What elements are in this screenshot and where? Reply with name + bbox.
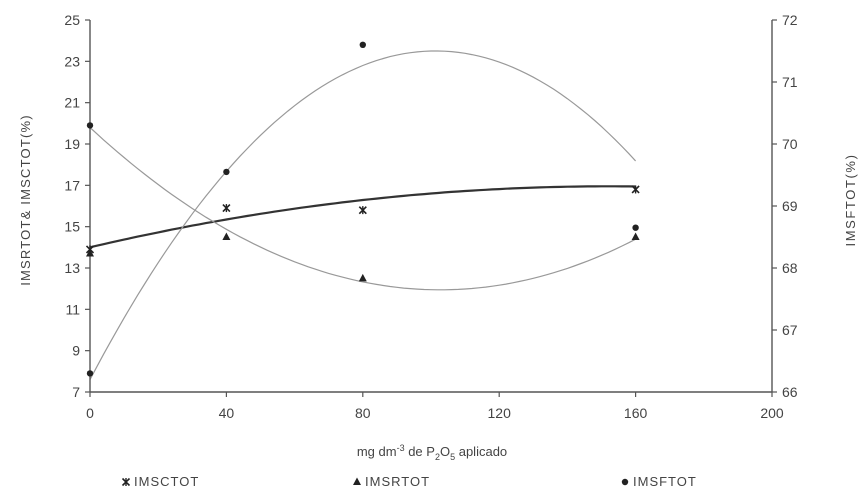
data-point-imsctot bbox=[222, 204, 231, 213]
y-left-tick-label: 15 bbox=[64, 219, 80, 235]
y-right-tick-label: 71 bbox=[782, 74, 798, 90]
y-left-tick-label: 13 bbox=[64, 260, 80, 276]
data-point-imsrtot bbox=[631, 232, 640, 240]
legend-item-imsrtot: IMSRTOT bbox=[353, 474, 430, 489]
y-left-tick-label: 21 bbox=[64, 95, 80, 111]
y-left-tick-label: 7 bbox=[72, 384, 80, 400]
data-point-imsftot bbox=[86, 122, 94, 129]
x-tick-label: 40 bbox=[219, 405, 235, 421]
legend-marker-triangle bbox=[353, 477, 361, 485]
data-point-imsctot bbox=[358, 206, 367, 215]
data-point-imsctot bbox=[631, 185, 640, 194]
x-tick-label: 0 bbox=[86, 405, 94, 421]
data-point-imsrtot bbox=[222, 232, 231, 240]
y-left-tick-label: 11 bbox=[65, 301, 80, 317]
legend-item-imsftot: IMSFTOT bbox=[621, 474, 697, 489]
legend: IMSCTOT IMSRTOT IMSFTOT bbox=[121, 474, 697, 489]
y-right-tick-label: 67 bbox=[782, 322, 798, 338]
data-point-imsrtot bbox=[358, 273, 367, 282]
legend-marker-dot bbox=[621, 478, 629, 486]
legend-label: IMSCTOT bbox=[134, 474, 199, 489]
y-right-tick-label: 69 bbox=[782, 198, 798, 214]
y-axis-left-title: IMSRTOT& IMSCTOT(%) bbox=[18, 114, 33, 286]
data-point-imsftot bbox=[359, 41, 366, 48]
tick-marks bbox=[85, 19, 777, 397]
y-right-tick-label: 68 bbox=[782, 260, 798, 276]
y-left-tick-label: 17 bbox=[64, 177, 80, 193]
legend-label: IMSRTOT bbox=[365, 474, 430, 489]
fit-lines bbox=[89, 50, 637, 380]
x-tick-label: 80 bbox=[355, 405, 371, 421]
y-left-tick-label: 19 bbox=[64, 136, 80, 152]
data-points bbox=[85, 41, 640, 377]
data-point-imsftot bbox=[632, 224, 639, 231]
data-point-imsrtot bbox=[86, 249, 94, 257]
y-left-tick-label: 25 bbox=[64, 12, 80, 28]
fit-line-imsrtot bbox=[89, 127, 636, 291]
y-left-tick-label: 9 bbox=[72, 343, 80, 359]
data-point-imsftot bbox=[223, 168, 230, 176]
legend-item-imsctot: IMSCTOT bbox=[121, 474, 199, 489]
data-point-imsftot bbox=[86, 370, 94, 377]
legend-marker-x-star bbox=[121, 477, 131, 487]
x-tick-label: 160 bbox=[624, 405, 648, 421]
y-right-tick-label: 70 bbox=[782, 136, 798, 152]
y-right-tick-label: 66 bbox=[782, 384, 798, 400]
y-right-tick-label: 72 bbox=[782, 12, 798, 28]
x-tick-label: 120 bbox=[488, 405, 512, 421]
axes bbox=[89, 20, 773, 393]
x-axis-title: mg dm-3 de P2O5 aplicado bbox=[357, 443, 507, 462]
legend-label: IMSFTOT bbox=[633, 474, 697, 489]
fit-line-imsftot bbox=[89, 50, 637, 380]
y-axis-right-title: IMSFTOT(%) bbox=[843, 153, 858, 246]
y-left-tick-label: 23 bbox=[64, 53, 80, 69]
fit-line-imsctot bbox=[89, 185, 636, 249]
x-tick-label: 200 bbox=[760, 405, 784, 421]
